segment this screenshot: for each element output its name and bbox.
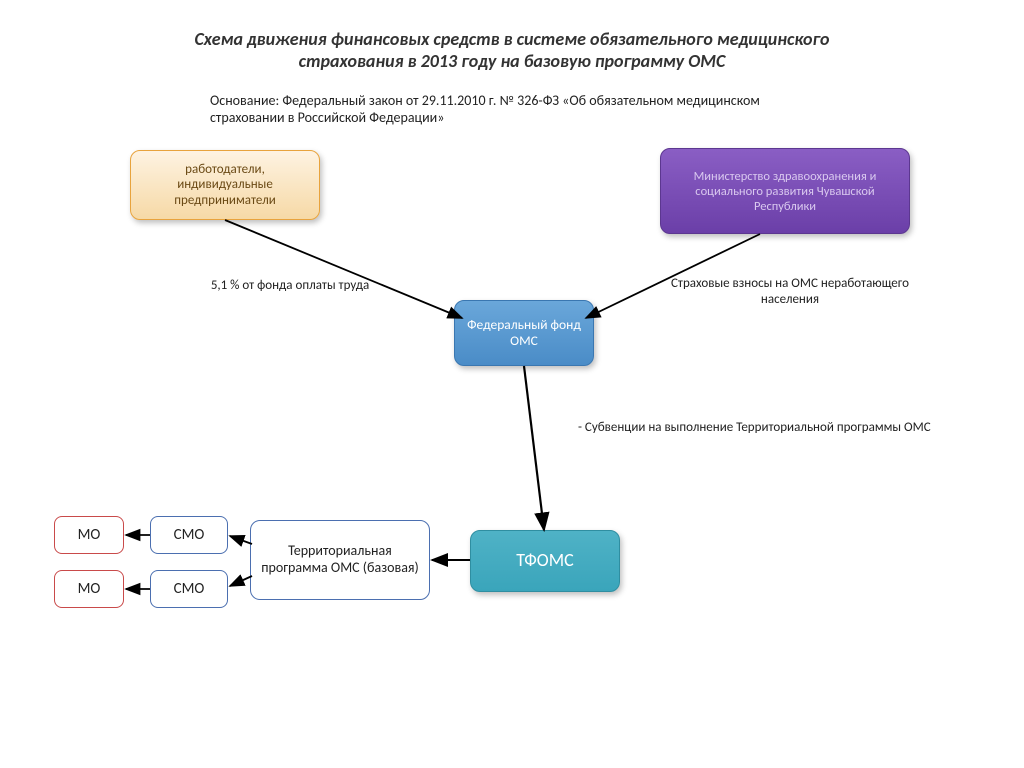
- node-mo-1: МО: [54, 516, 124, 554]
- node-ministry-label: Министерство здравоохранения и социально…: [671, 169, 899, 214]
- label-contributions: Страховые взносы на ОМС неработающего на…: [660, 276, 920, 309]
- node-smo2-label: СМО: [174, 580, 205, 598]
- node-smo-1: СМО: [150, 516, 228, 554]
- node-employers-label: работодатели, индивидуальные предпринима…: [141, 162, 309, 209]
- node-ministry: Министерство здравоохранения и социально…: [660, 148, 910, 234]
- edge-tp_to_smo2: [230, 576, 252, 586]
- node-mo2-label: МО: [78, 580, 101, 598]
- title-line2: страхования в 2013 году на базовую прогр…: [299, 50, 726, 72]
- node-employers: работодатели, индивидуальные предпринима…: [130, 150, 320, 220]
- node-mo1-label: МО: [78, 526, 101, 544]
- label-subvention: - Субвенции на выполнение Территориально…: [578, 420, 938, 436]
- node-ffoms-label: Федеральный фонд ОМС: [465, 317, 583, 349]
- node-smo-2: СМО: [150, 570, 228, 608]
- subtitle: Основание: Федеральный закон от 29.11.20…: [210, 92, 830, 126]
- node-mo-2: МО: [54, 570, 124, 608]
- edge-tp_to_smo1: [230, 536, 252, 544]
- label-payroll-pct: 5,1 % от фонда оплаты труда: [210, 278, 370, 294]
- node-tp-oms-label: Территориальная программа ОМС (базовая): [261, 543, 419, 577]
- node-tfoms: ТФОМС: [470, 530, 620, 592]
- edge-ffoms_to_tfoms: [524, 366, 544, 530]
- page-title: Схема движения финансовых средств в сист…: [100, 28, 924, 72]
- node-tp-oms: Территориальная программа ОМС (базовая): [250, 520, 430, 600]
- node-tfoms-label: ТФОМС: [516, 550, 573, 572]
- node-smo1-label: СМО: [174, 526, 205, 544]
- node-ffoms: Федеральный фонд ОМС: [454, 300, 594, 366]
- edge-employers_bottom: [225, 220, 462, 318]
- diagram-stage: Схема движения финансовых средств в сист…: [0, 0, 1024, 768]
- title-line1: Схема движения финансовых средств в сист…: [194, 28, 829, 50]
